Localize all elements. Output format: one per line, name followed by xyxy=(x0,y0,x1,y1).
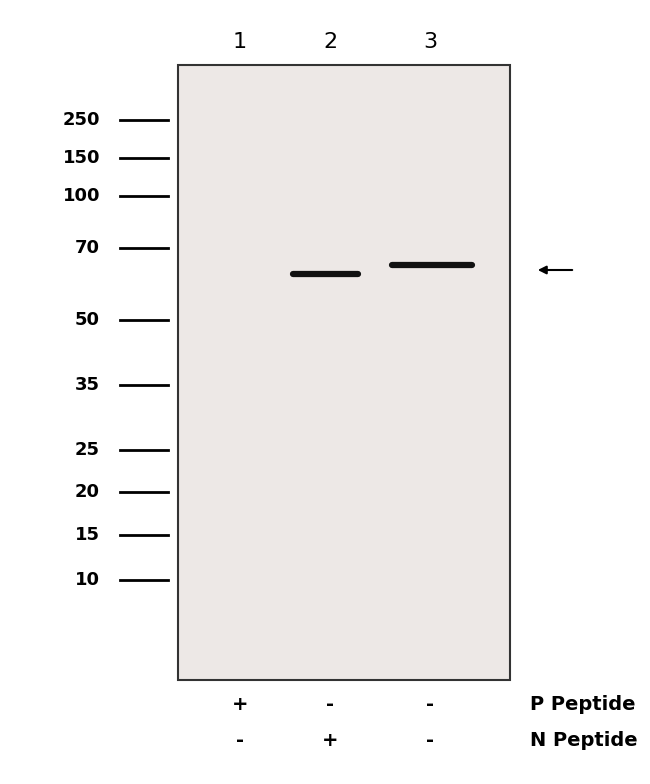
Text: -: - xyxy=(236,731,244,750)
Text: -: - xyxy=(326,695,334,714)
Text: +: + xyxy=(232,695,248,714)
Text: 3: 3 xyxy=(423,32,437,52)
Text: 35: 35 xyxy=(75,376,100,394)
Text: P Peptide: P Peptide xyxy=(530,695,636,714)
Text: 2: 2 xyxy=(323,32,337,52)
Text: 25: 25 xyxy=(75,441,100,459)
Text: 150: 150 xyxy=(62,149,100,167)
Text: N Peptide: N Peptide xyxy=(530,731,638,750)
Bar xyxy=(178,65,510,680)
Text: 1: 1 xyxy=(233,32,247,52)
Text: -: - xyxy=(426,695,434,714)
Text: 100: 100 xyxy=(62,187,100,205)
Text: 250: 250 xyxy=(62,111,100,129)
Text: +: + xyxy=(322,731,338,750)
Text: -: - xyxy=(426,731,434,750)
Text: 15: 15 xyxy=(75,526,100,544)
Text: 70: 70 xyxy=(75,239,100,257)
Text: 10: 10 xyxy=(75,571,100,589)
Text: 20: 20 xyxy=(75,483,100,501)
Text: 50: 50 xyxy=(75,311,100,329)
